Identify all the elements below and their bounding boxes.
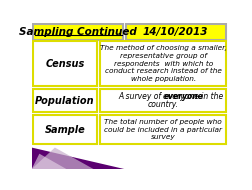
Text: 14/10/2013: 14/10/2013	[142, 27, 208, 37]
Text: Sampling Continued: Sampling Continued	[19, 27, 137, 37]
Text: Census: Census	[45, 59, 84, 69]
Bar	[100, 89, 225, 112]
Bar	[33, 41, 96, 86]
Bar	[33, 24, 122, 40]
Bar	[33, 89, 96, 112]
Polygon shape	[32, 154, 66, 169]
Polygon shape	[32, 148, 124, 169]
Bar	[126, 24, 225, 40]
Text: Population: Population	[35, 96, 94, 106]
Text: everyone: everyone	[163, 92, 202, 101]
Text: A survey of: A survey of	[117, 92, 163, 101]
Text: country.: country.	[147, 100, 178, 109]
Bar	[33, 115, 96, 144]
Polygon shape	[32, 148, 93, 169]
Text: The total number of people who
could be included in a particular
survey: The total number of people who could be …	[104, 119, 222, 140]
Text: everyone in the: everyone in the	[163, 92, 223, 101]
Text: Sample: Sample	[44, 125, 85, 135]
Bar	[100, 41, 225, 86]
Bar	[100, 115, 225, 144]
Text: The method of choosing a smaller,
representative group of
respondents  with whic: The method of choosing a smaller, repres…	[100, 45, 226, 82]
